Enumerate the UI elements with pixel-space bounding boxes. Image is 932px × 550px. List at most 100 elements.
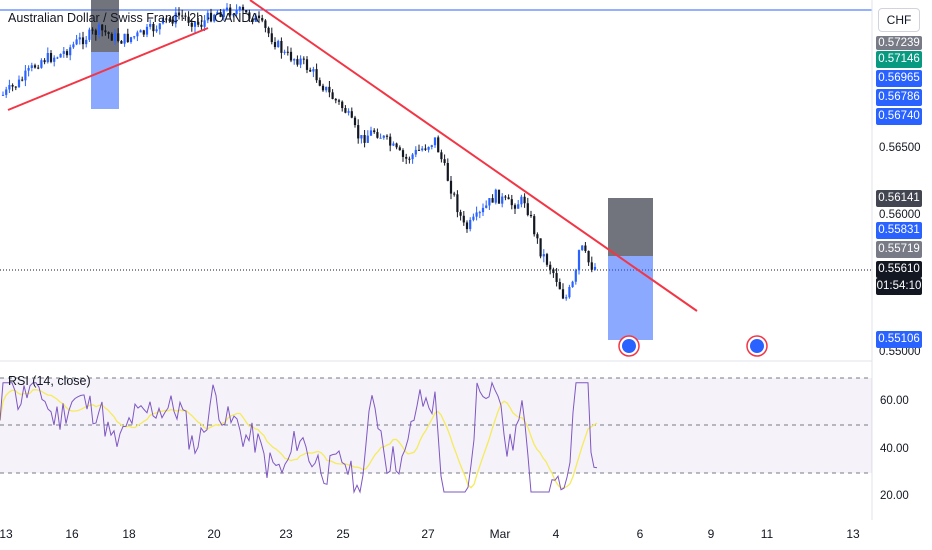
candle-body bbox=[504, 196, 507, 198]
candle-body bbox=[392, 143, 395, 146]
candle-body bbox=[590, 262, 593, 270]
candle-body bbox=[561, 289, 565, 299]
rsi-moving-average bbox=[0, 389, 598, 489]
candle-body bbox=[85, 39, 88, 45]
candle-body bbox=[136, 32, 139, 37]
candle-body bbox=[161, 18, 165, 24]
candle-body bbox=[21, 79, 24, 81]
candle-body bbox=[433, 137, 437, 146]
rsi-line bbox=[0, 381, 598, 494]
candle-body bbox=[273, 42, 277, 48]
candle-body bbox=[40, 60, 43, 68]
candle-body bbox=[513, 205, 517, 209]
candle-body bbox=[469, 219, 472, 230]
candle-body bbox=[437, 137, 440, 153]
candle-body bbox=[225, 7, 229, 10]
candle-body bbox=[318, 80, 321, 86]
candle-body bbox=[366, 135, 369, 143]
candle-body bbox=[305, 59, 309, 70]
candle-body bbox=[184, 15, 187, 17]
candle-body bbox=[376, 132, 379, 138]
candle-body bbox=[235, 9, 238, 15]
candle-body bbox=[581, 245, 584, 251]
candle-body bbox=[309, 69, 312, 72]
candle-body bbox=[347, 111, 350, 113]
candle-body bbox=[193, 21, 197, 27]
candle-body bbox=[113, 33, 117, 41]
candle-body bbox=[190, 22, 193, 27]
candle-body bbox=[357, 125, 360, 139]
candle-body bbox=[574, 270, 577, 282]
x-label-8: 4 bbox=[552, 527, 560, 541]
currency-button[interactable]: CHF bbox=[878, 8, 920, 32]
candle-body bbox=[261, 18, 264, 21]
candle-body bbox=[24, 70, 27, 81]
price-tick-1: 0.56000 bbox=[879, 209, 921, 221]
candle-body bbox=[353, 117, 357, 126]
candle-body bbox=[533, 216, 536, 235]
candle-body bbox=[65, 51, 69, 56]
candle-body bbox=[571, 281, 574, 287]
candle-body bbox=[517, 204, 520, 209]
price-label-top-1: 0.57146 bbox=[876, 51, 922, 68]
candle-body bbox=[584, 245, 587, 251]
candle-body bbox=[405, 156, 408, 159]
candle-body bbox=[350, 111, 353, 118]
candle-body bbox=[101, 24, 104, 31]
candle-body bbox=[523, 196, 526, 204]
price-label-top-3: 0.56786 bbox=[876, 89, 922, 106]
x-label-0: 13 bbox=[0, 527, 13, 541]
candle-body bbox=[69, 47, 72, 56]
candle-body bbox=[321, 85, 325, 91]
candle-body bbox=[293, 59, 296, 61]
candle-body bbox=[203, 20, 206, 27]
candle-body bbox=[296, 59, 299, 65]
candle-body bbox=[120, 41, 123, 44]
candle-body bbox=[520, 196, 523, 205]
candle-body bbox=[56, 57, 59, 59]
stop-loss-zone bbox=[608, 198, 653, 256]
candle-body bbox=[459, 212, 462, 216]
candle-body bbox=[27, 67, 30, 71]
candle-body bbox=[382, 135, 385, 138]
candle-body bbox=[197, 21, 200, 25]
candle-body bbox=[97, 24, 101, 35]
candle-body bbox=[587, 250, 590, 263]
x-label-11: 11 bbox=[760, 527, 774, 541]
candle-body bbox=[62, 51, 65, 54]
countdown-tag: 01:54:10 bbox=[876, 278, 922, 295]
candle-body bbox=[539, 238, 542, 257]
candle-body bbox=[526, 203, 529, 215]
candle-body bbox=[398, 147, 401, 151]
candle-body bbox=[200, 24, 203, 27]
take-profit-tag: 0.55106 bbox=[876, 331, 922, 348]
candle-body bbox=[341, 101, 344, 109]
chart-title: Australian Dollar / Swiss Franc · 2h · O… bbox=[8, 11, 259, 25]
candle-body bbox=[552, 269, 555, 274]
candle-body bbox=[155, 29, 158, 32]
candle-body bbox=[254, 15, 257, 22]
candle-body bbox=[302, 58, 305, 60]
candle-body bbox=[104, 30, 107, 33]
candle-body bbox=[88, 29, 91, 40]
candle-body bbox=[373, 130, 376, 133]
candle-body bbox=[363, 135, 366, 143]
candle-body bbox=[507, 197, 510, 200]
candle-body bbox=[360, 135, 363, 139]
candle-body bbox=[289, 51, 293, 61]
candle-body bbox=[206, 12, 209, 21]
candle-body bbox=[424, 148, 427, 150]
candle-body bbox=[411, 154, 414, 160]
candle-body bbox=[491, 198, 494, 203]
candle-body bbox=[299, 58, 302, 65]
candle-body bbox=[17, 79, 21, 88]
falling-trendline bbox=[249, 0, 698, 312]
x-label-10: 9 bbox=[707, 527, 715, 541]
candle-body bbox=[94, 30, 97, 35]
trendlines bbox=[7, 0, 768, 357]
candle-body bbox=[248, 12, 251, 19]
candle-body bbox=[245, 10, 248, 13]
candle-body bbox=[549, 264, 552, 270]
candle-body bbox=[408, 158, 411, 160]
